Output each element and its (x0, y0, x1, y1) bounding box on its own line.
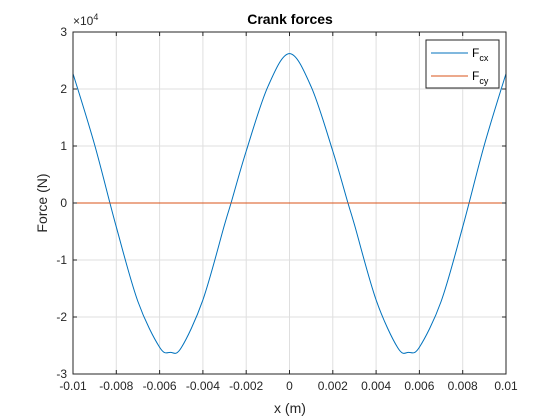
plot-area: -0.01 -0.008 -0.006 -0.004 -0.002 0 0.002 0.004… (56, 25, 518, 393)
x-tick-label: 0.006 (404, 379, 434, 393)
x-tick-label: 0.01 (494, 379, 518, 393)
x-tick-label: -0.008 (99, 379, 133, 393)
y-exponent-base: ×10 (73, 14, 94, 28)
x-tick-label: -0.006 (143, 379, 177, 393)
legend-entry-name: F (472, 46, 479, 60)
y-tick-label: -3 (56, 367, 67, 381)
series-line-f-cx (72, 53, 507, 354)
x-tick-label: -0.004 (186, 379, 220, 393)
legend-entry-label: Fcy (472, 69, 489, 86)
x-tick-label: 0.008 (448, 379, 478, 393)
x-tick-label: 0 (286, 379, 293, 393)
legend-entry-subscript: cy (479, 76, 489, 86)
x-tick-label: -0.01 (59, 379, 87, 393)
legend-entry-label: Fcx (472, 46, 489, 63)
x-tick-label: 0.002 (318, 379, 348, 393)
legend-entry-name: F (472, 69, 479, 83)
y-axis-label: Force (N) (34, 173, 50, 232)
chart-title: Crank forces (247, 11, 333, 27)
y-tick-label: 0 (60, 196, 67, 210)
y-tick-label: 2 (60, 82, 67, 96)
x-tick-label: 0.004 (361, 379, 391, 393)
legend-box (425, 39, 500, 89)
x-axis-label: x (m) (274, 400, 306, 416)
y-tick-label: -1 (56, 253, 67, 267)
y-exponent-label: ×104 (73, 12, 98, 28)
x-tick-label: -0.002 (229, 379, 263, 393)
y-exponent-power: 4 (93, 12, 98, 22)
y-tick-label: 1 (60, 139, 67, 153)
legend-entry-subscript: cx (479, 53, 489, 63)
y-tick-label: 3 (60, 25, 67, 39)
y-tick-label: -2 (56, 310, 67, 324)
